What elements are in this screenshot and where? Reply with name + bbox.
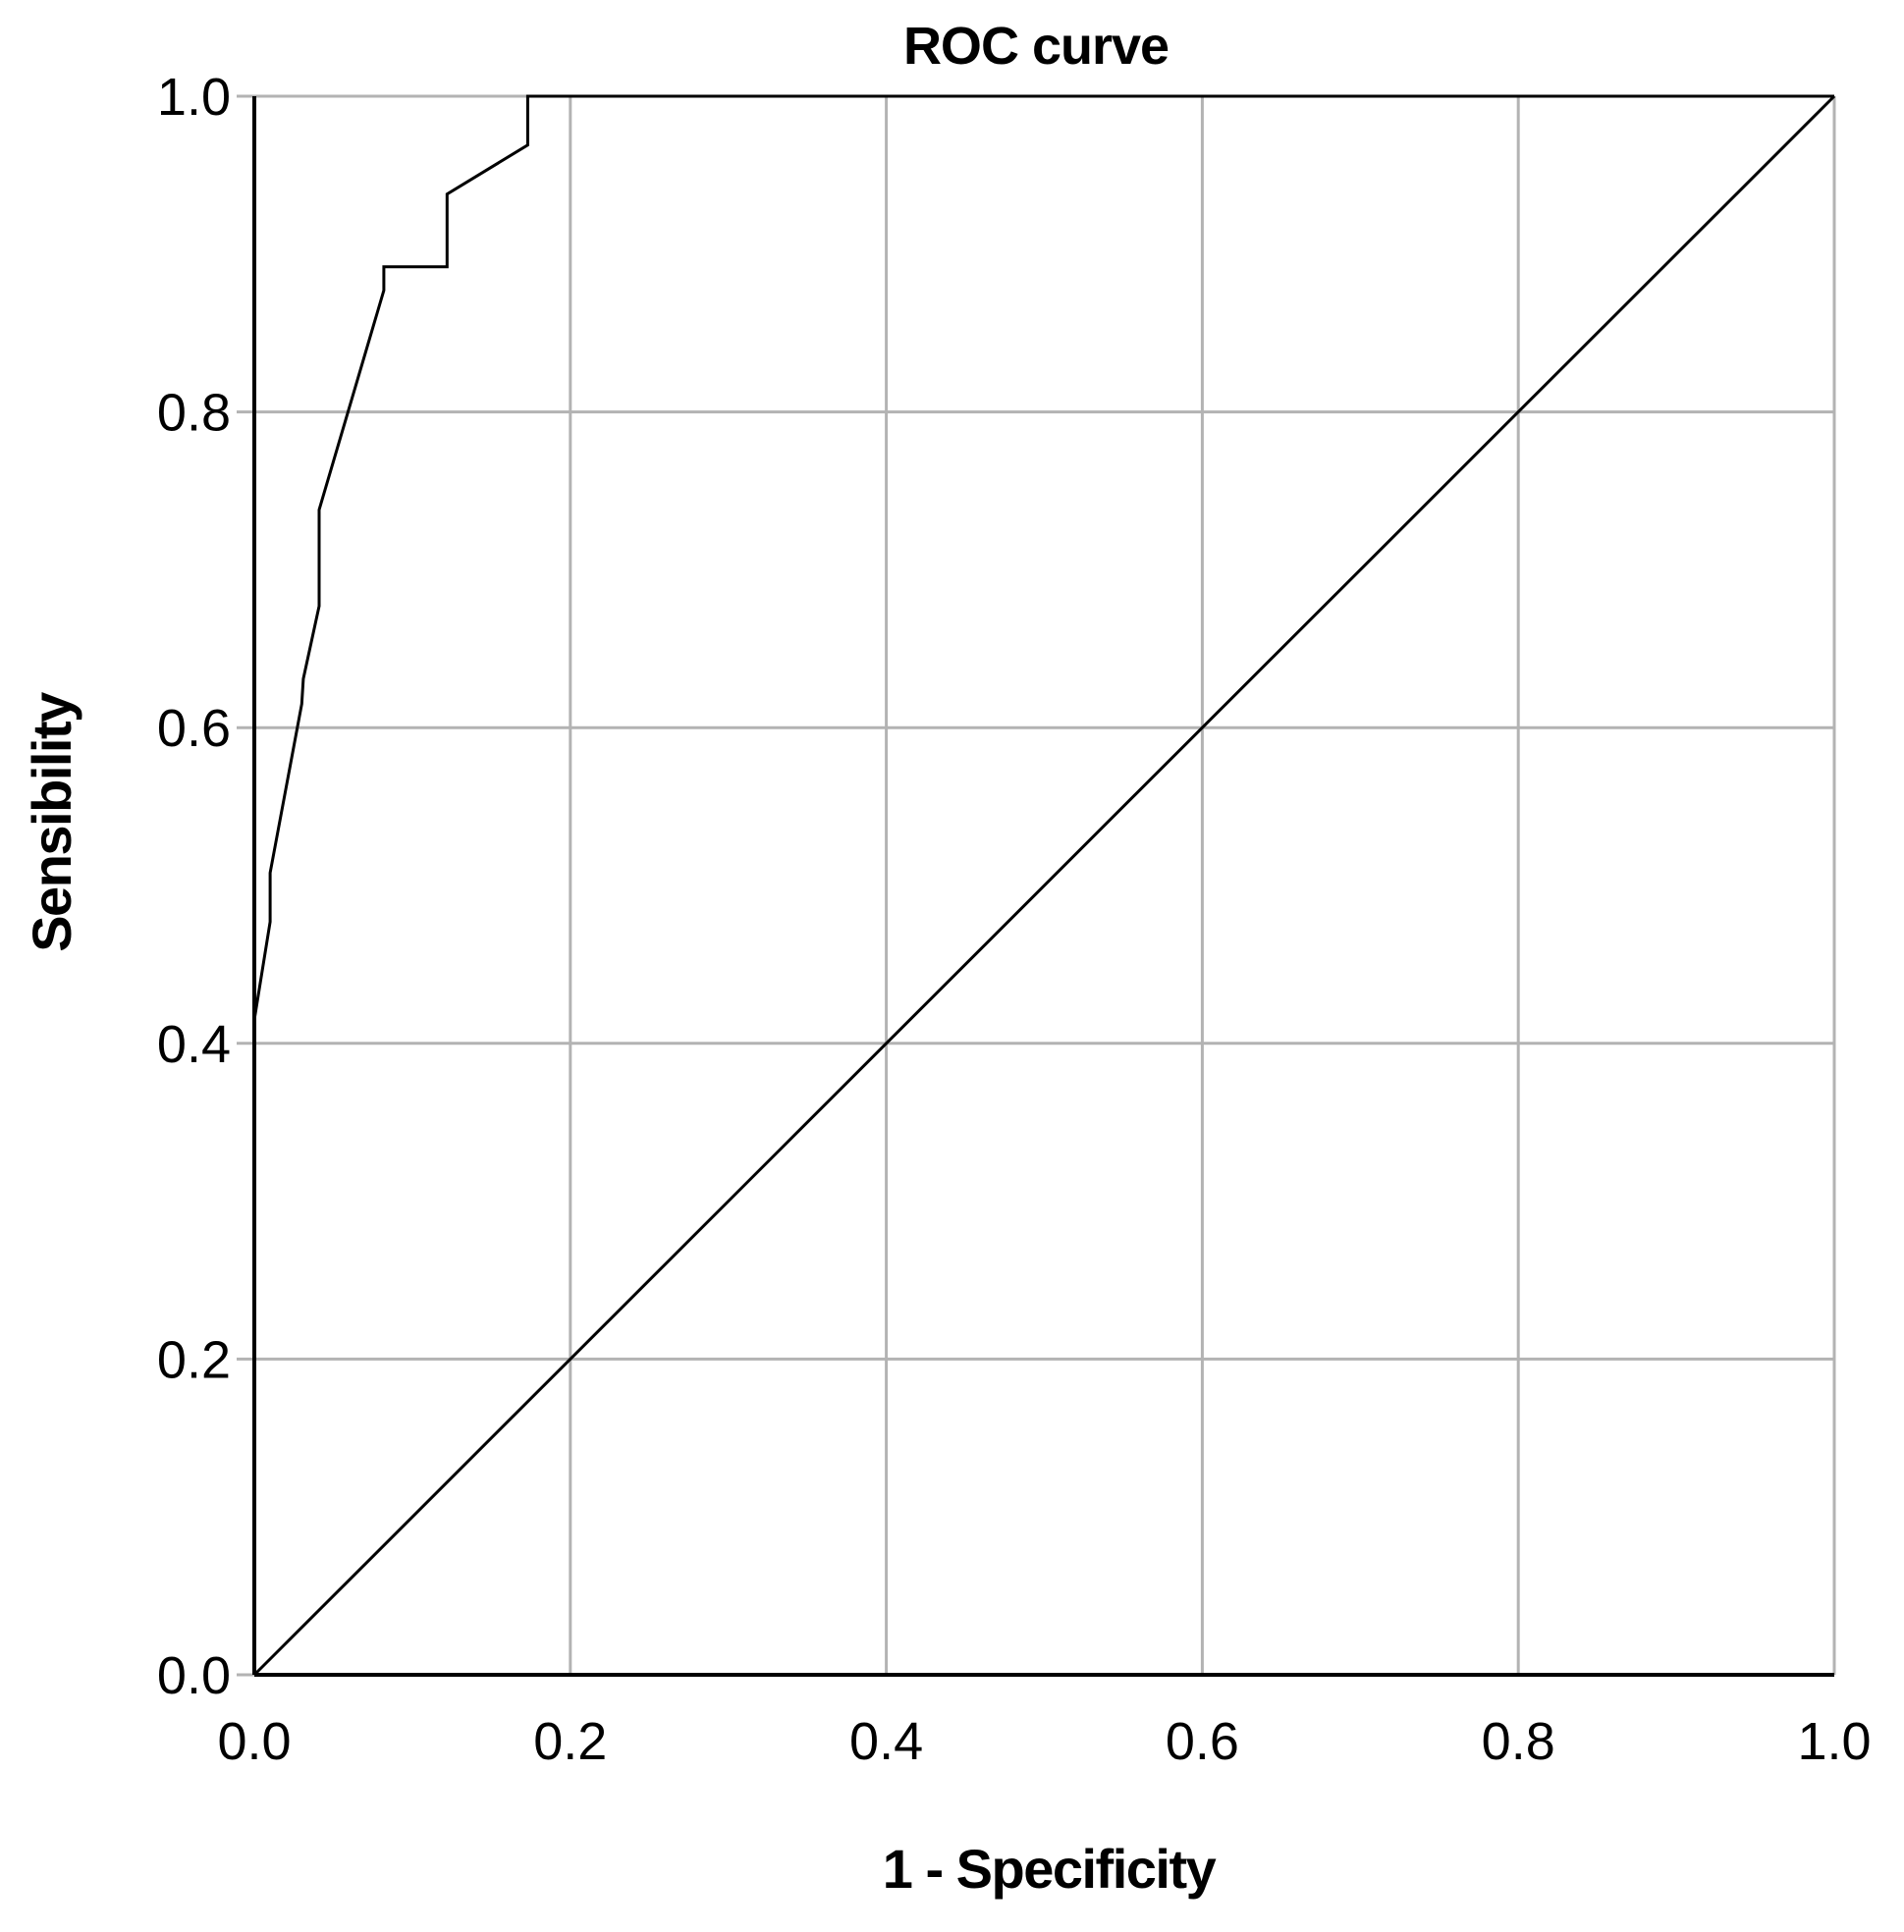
y-axis-label: Sensibility [21, 692, 82, 952]
y-tick-label-5: 1.0 [157, 68, 231, 127]
plot-series [252, 94, 1836, 1677]
x-tick-label-5: 1.0 [1797, 1712, 1871, 1771]
y-tick-label-3: 0.6 [157, 699, 231, 758]
x-tick-label-1: 0.2 [533, 1712, 607, 1771]
y-tick-label-4: 0.8 [157, 384, 231, 443]
chart-title: ROC curve [903, 17, 1169, 76]
x-tick-label-3: 0.6 [1166, 1712, 1239, 1771]
x-axis-label: 1 - Specificity [883, 1838, 1217, 1900]
y-tick-label-2: 0.4 [157, 1015, 231, 1074]
roc-curve-line [252, 94, 1834, 1675]
tick-labels: 0.0 0.2 0.4 0.6 0.8 1.0 0.0 0.2 0.4 0.6 0.8 1.0 [157, 68, 1872, 1771]
x-tick-label-0: 0.0 [217, 1712, 291, 1771]
x-tick-label-4: 0.8 [1482, 1712, 1555, 1771]
y-tick-label-0: 0.0 [157, 1646, 231, 1705]
x-tick-label-2: 0.4 [849, 1712, 923, 1771]
y-tick-label-1: 0.2 [157, 1330, 231, 1389]
axes [237, 94, 1834, 1677]
reference-diagonal-line [252, 94, 1836, 1677]
